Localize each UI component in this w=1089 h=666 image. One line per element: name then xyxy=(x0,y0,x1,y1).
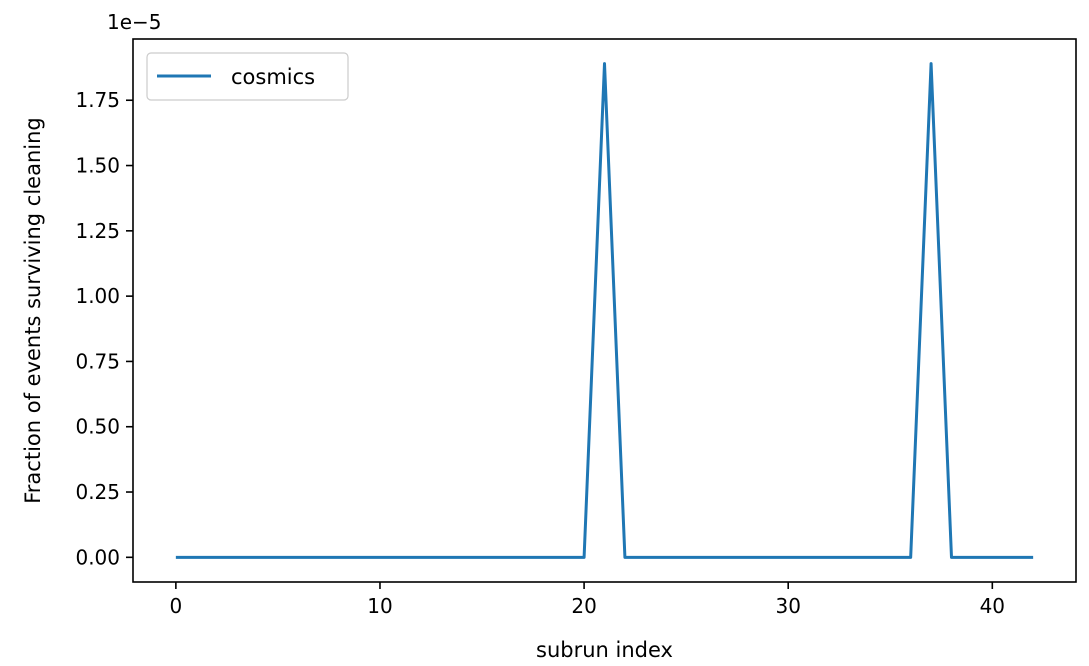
x-tick-label: 30 xyxy=(775,594,800,618)
y-axis-offset-label: 1e−5 xyxy=(107,10,162,34)
legend-box xyxy=(146,52,349,101)
y-tick-label: 0.00 xyxy=(75,545,120,569)
y-tick-label: 1.25 xyxy=(75,219,120,243)
x-tick-label: 0 xyxy=(169,594,182,618)
x-tick-label: 10 xyxy=(367,594,392,618)
axes-frame xyxy=(132,38,1077,583)
y-tick-label: 1.75 xyxy=(75,88,120,112)
x-tick-label: 20 xyxy=(571,594,596,618)
x-tick-label: 40 xyxy=(980,594,1005,618)
x-axis-ticks: 0 10 20 30 40 xyxy=(169,582,1005,618)
y-tick-label: 0.25 xyxy=(75,480,120,504)
x-axis-label: subrun index xyxy=(536,638,673,662)
series-layer xyxy=(175,62,1034,559)
y-axis-label: Fraction of events surviving cleaning xyxy=(21,117,45,504)
series-line-cosmics xyxy=(175,62,1034,559)
y-tick-label: 1.50 xyxy=(75,154,120,178)
legend-label-cosmics: cosmics xyxy=(231,65,315,89)
y-tick-label: 1.00 xyxy=(75,284,120,308)
y-tick-label: 0.50 xyxy=(75,415,120,439)
y-tick-label: 0.75 xyxy=(75,349,120,373)
legend: cosmics xyxy=(146,52,349,101)
y-axis-ticks: 0.00 0.25 0.50 0.75 1.00 1.25 1.50 1.75 xyxy=(75,88,133,569)
